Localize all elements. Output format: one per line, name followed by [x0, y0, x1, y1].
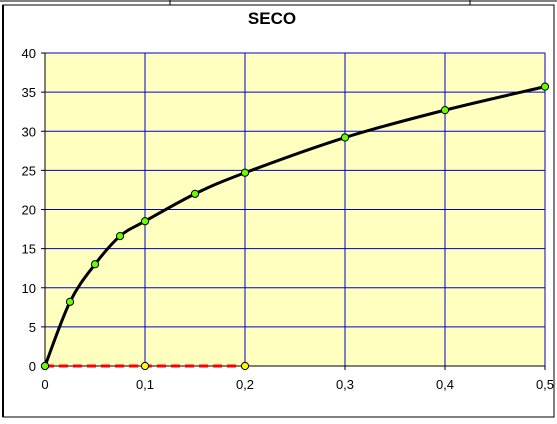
- series: [40, 82, 550, 371]
- x-tick-label: 0: [41, 377, 48, 392]
- y-tick-label: 0: [29, 359, 36, 374]
- y-tick-label: 40: [22, 46, 36, 61]
- series-point: [140, 217, 150, 226]
- y-tick-label: 35: [22, 85, 36, 100]
- series-point: [540, 82, 550, 91]
- gridlines: [45, 52, 546, 366]
- x-tick-label: 0,3: [336, 377, 354, 392]
- y-tick-label: 5: [29, 320, 36, 335]
- series-point: [190, 189, 200, 198]
- series-point-dashed: [240, 361, 250, 371]
- x-tick-label: 0,4: [436, 377, 454, 392]
- y-tick-label: 30: [22, 124, 36, 139]
- series-point: [65, 297, 75, 306]
- series-point: [40, 361, 50, 371]
- x-tick-label: 0,5: [536, 377, 554, 392]
- series-point: [240, 168, 250, 177]
- y-tick-label: 10: [22, 281, 36, 296]
- y-tick-label: 25: [22, 163, 36, 178]
- series-point: [440, 106, 450, 115]
- series-point-dashed: [140, 361, 150, 371]
- chart-title: SECO: [248, 9, 296, 28]
- series-point: [340, 133, 350, 142]
- y-tick-label: 20: [22, 203, 36, 218]
- y-tick-label: 15: [22, 242, 36, 257]
- axes: [41, 52, 546, 370]
- x-tick-label: 0,2: [236, 377, 254, 392]
- series-point: [90, 260, 100, 269]
- tick-labels: 0 5 10 15 20 25 30 35 40 0 0,1 0,2 0,3 0,4 0,5: [22, 46, 555, 392]
- series-point: [115, 232, 125, 241]
- x-tick-label: 0,1: [136, 377, 154, 392]
